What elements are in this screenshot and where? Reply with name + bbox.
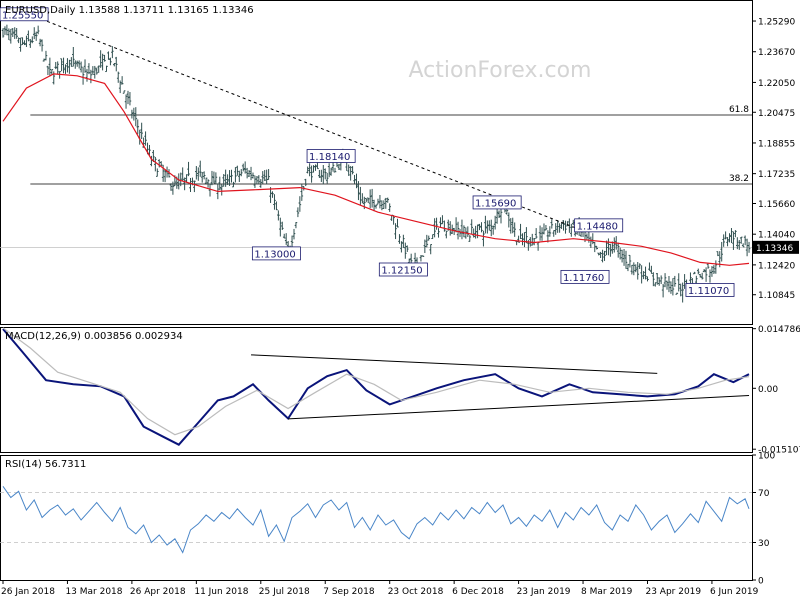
- macd-line: [2, 328, 750, 446]
- x-tick-label: 23 Jan 2019: [517, 587, 571, 597]
- y-tick-label: 1.22050: [758, 79, 795, 89]
- price-label-box: [685, 283, 735, 297]
- rsi-y-tick-label: 30: [758, 539, 770, 549]
- rsi-y-tick-label: 0: [758, 577, 764, 587]
- y-tick-label: 1.20475: [758, 109, 795, 119]
- price-label-box: [0, 7, 49, 22]
- y-tick-label: 1.10845: [758, 291, 795, 301]
- x-tick-label: 7 Sep 2018: [323, 587, 375, 597]
- macd-y-tick-label: -0.015107: [758, 446, 800, 456]
- price-label-box: [560, 269, 610, 284]
- x-tick-label: 11 Jun 2018: [194, 587, 248, 597]
- x-tick-label: 23 Oct 2018: [388, 587, 444, 597]
- x-tick-label: 6 Dec 2018: [452, 587, 504, 597]
- price-panel-frame: [0, 0, 753, 325]
- macd-y-tick-label: 0.014786: [758, 325, 800, 335]
- price-label-box: [378, 262, 428, 277]
- rsi-y-tick-label: 100: [758, 452, 775, 462]
- y-tick-label: 1.25290: [758, 18, 795, 28]
- x-tick-label: 23 Apr 2019: [645, 587, 701, 597]
- price-label-box: [574, 218, 624, 233]
- moving-average-line: [2, 73, 750, 266]
- price-label: 1.11760: [563, 273, 604, 284]
- y-tick-label: 1.18855: [758, 139, 795, 149]
- macd-panel-frame: [0, 327, 753, 453]
- last-price-tag: [753, 240, 799, 254]
- x-tick-label: 26 Apr 2018: [130, 587, 186, 597]
- price-label: 1.18140: [309, 152, 350, 163]
- fib-level-label: 61.8: [729, 105, 749, 115]
- y-tick-label: 1.23670: [758, 48, 795, 58]
- price-label: 1.14480: [577, 221, 618, 232]
- price-label: 1.11070: [688, 286, 729, 297]
- price-label: 1.15690: [475, 198, 516, 209]
- x-tick-label: 8 Mar 2019: [581, 587, 633, 597]
- macd-trendline: [251, 354, 658, 374]
- price-panel-header: EURUSD,Daily 1.13588 1.13711 1.13165 1.1…: [5, 5, 254, 16]
- last-price-tag-label: 1.13346: [756, 244, 793, 254]
- rsi-y-tick-label: 70: [758, 489, 770, 499]
- x-tick-label: 13 Mar 2018: [65, 587, 122, 597]
- price-label-box: [472, 195, 522, 210]
- y-tick-label: 1.17235: [758, 170, 795, 180]
- y-tick-label: 1.15660: [758, 200, 795, 210]
- price-label: 1.13000: [254, 249, 295, 260]
- signal-line: [2, 327, 750, 436]
- price-label: 1.12150: [381, 266, 422, 277]
- x-tick-label: 26 Jan 2018: [1, 587, 55, 597]
- macd-y-tick-label: 0.00: [758, 385, 778, 395]
- fib-level-label: 38.2: [729, 174, 749, 184]
- macd-panel-header: MACD(12,26,9) 0.003856 0.002934: [5, 331, 183, 342]
- rsi-line: [2, 486, 750, 554]
- x-tick-label: 25 Jul 2018: [259, 587, 310, 597]
- price-label: 1.25550: [2, 10, 43, 21]
- x-tick-label: 6 Jun 2019: [710, 587, 759, 597]
- macd-trendline: [288, 395, 750, 420]
- price-label-box: [306, 149, 356, 163]
- price-label-box: [251, 246, 301, 261]
- rsi-panel-header: RSI(14) 56.7311: [5, 459, 86, 470]
- watermark: ActionForex.com: [409, 58, 592, 83]
- y-tick-label: 1.14040: [758, 231, 795, 241]
- y-tick-label: 1.12420: [758, 261, 795, 271]
